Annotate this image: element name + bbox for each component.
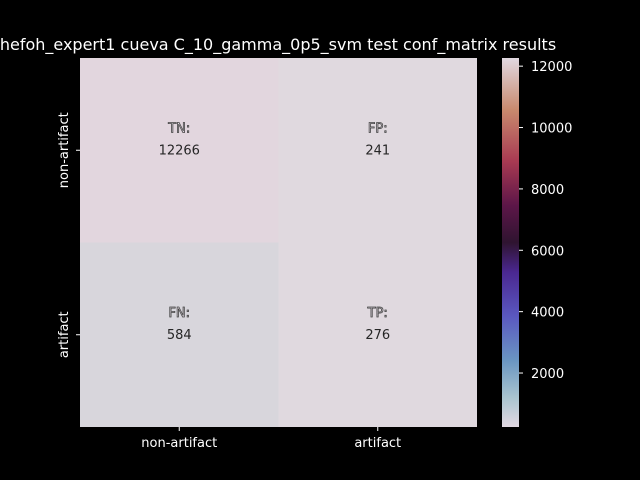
y-tick-label: non-artifact xyxy=(57,112,72,188)
cell-tag-label: FP: xyxy=(368,121,388,136)
heatmap-cells xyxy=(80,58,477,427)
x-tick-label: non-artifact xyxy=(141,436,217,451)
colorbar-tick-label: 2000 xyxy=(531,367,564,382)
x-tick-label: artifact xyxy=(354,436,401,451)
heatmap-cell xyxy=(80,242,279,427)
colorbar-tick-label: 6000 xyxy=(531,244,564,259)
chart-title: hefoh_expert1 cueva C_10_gamma_0p5_svm t… xyxy=(0,35,556,55)
x-axis: non-artifact artifact xyxy=(141,427,401,451)
colorbar-tick-label: 8000 xyxy=(531,183,564,198)
cell-value-label: 12266 xyxy=(159,143,200,158)
heatmap-cell xyxy=(278,58,477,243)
colorbar-ticks: 2000 4000 6000 8000 10000 12000 xyxy=(519,60,572,382)
colorbar xyxy=(502,58,519,427)
cell-tag-label: TP: xyxy=(367,306,388,321)
cell-value-label: 584 xyxy=(167,328,192,343)
cell-value-label: 241 xyxy=(365,143,390,158)
colorbar-tick-label: 12000 xyxy=(531,60,572,75)
y-tick-label: artifact xyxy=(57,311,72,358)
heatmap-labels: TN: 12266 FP: 241 FN: 584 TP: 276 xyxy=(159,121,391,343)
cell-value-label: 276 xyxy=(365,328,390,343)
colorbar-tick-label: 4000 xyxy=(531,306,564,321)
heatmap-cell xyxy=(278,242,477,427)
y-axis: non-artifact artifact xyxy=(57,112,80,358)
colorbar-tick-label: 10000 xyxy=(531,122,572,137)
cell-tag-label: FN: xyxy=(168,306,190,321)
heatmap-cell xyxy=(80,58,279,243)
cell-tag-label: TN: xyxy=(167,121,190,136)
